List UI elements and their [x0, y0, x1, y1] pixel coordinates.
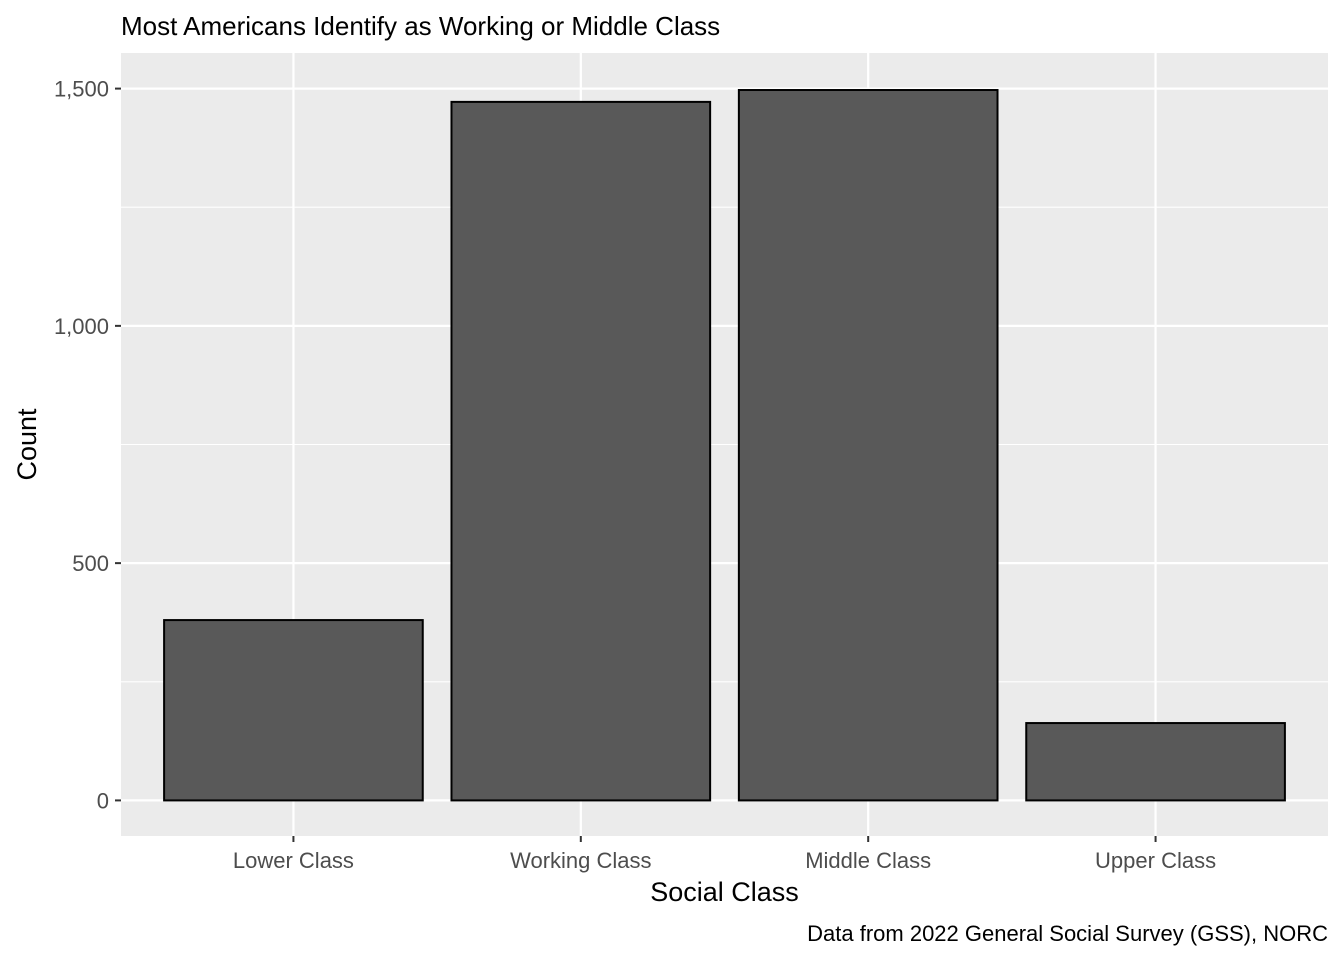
y-axis-title: Count: [12, 408, 42, 481]
x-axis-title: Social Class: [650, 877, 799, 907]
x-tick-label: Working Class: [510, 848, 651, 873]
chart-caption: Data from 2022 General Social Survey (GS…: [807, 921, 1328, 946]
x-axis: Lower Class Working Class Middle Class Uppe…: [233, 836, 1216, 873]
x-tick-label: Lower Class: [233, 848, 354, 873]
x-tick-label: Upper Class: [1095, 848, 1216, 873]
y-tick-label: 1,500: [54, 77, 109, 102]
bar: [737, 89, 999, 802]
y-axis: 0 500 1,000 1,500: [54, 77, 121, 813]
x-tick-label: Middle Class: [805, 848, 931, 873]
y-tick-label: 0: [97, 788, 109, 813]
bar: [163, 619, 424, 802]
chart-title: Most Americans Identify as Working or Mi…: [121, 11, 720, 41]
bar: [1025, 722, 1286, 802]
bar: [450, 100, 712, 802]
y-tick-label: 1,000: [54, 314, 109, 339]
y-tick-label: 500: [72, 551, 109, 576]
bars: [163, 89, 1286, 802]
